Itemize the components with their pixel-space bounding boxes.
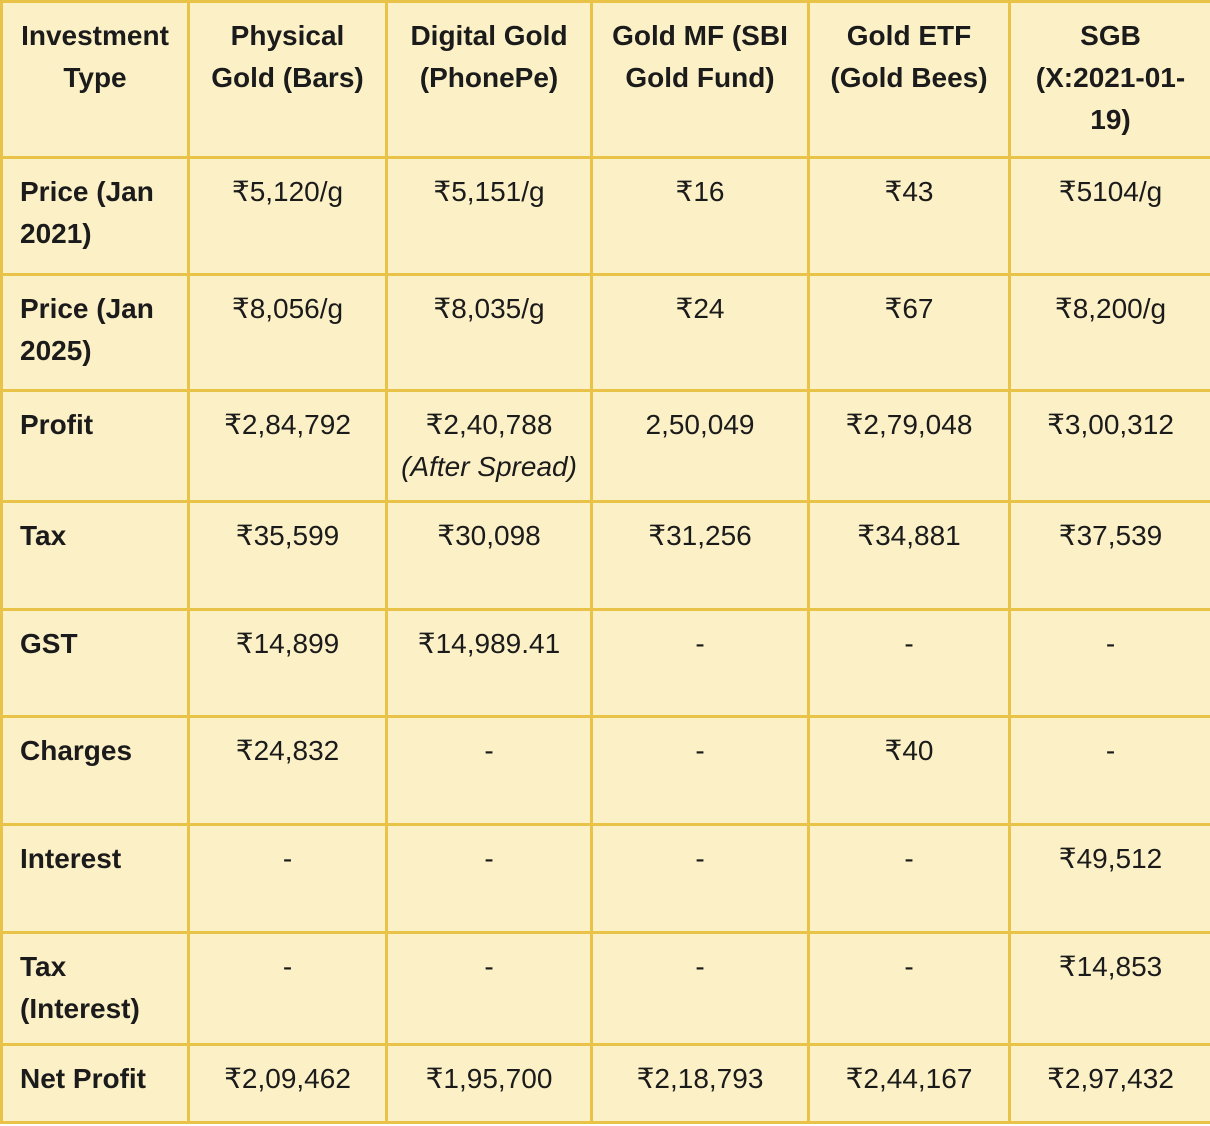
table-cell: ₹2,79,048 [807,389,1011,503]
table-cell: - [590,715,810,826]
table-row-tax-interest: Tax (Interest) - - - - ₹14,853 [0,931,1210,1046]
table-cell: ₹40 [807,715,1011,826]
table-cell: ₹49,512 [1008,823,1210,934]
table-cell: ₹8,056/g [187,273,388,392]
table-cell: - [807,608,1011,718]
table-cell: ₹2,40,788 (After Spread) [385,389,593,503]
table-cell: ₹2,97,432 [1008,1043,1210,1124]
column-header-sgb: SGB (X:2021-01-19) [1008,0,1210,159]
table-row-gst: GST ₹14,899 ₹14,989.41 - - - [0,608,1210,718]
table-row-profit: Profit ₹2,84,792 ₹2,40,788 (After Spread… [0,389,1210,503]
table-cell: ₹14,899 [187,608,388,718]
table-row-net-profit: Net Profit ₹2,09,462 ₹1,95,700 ₹2,18,793… [0,1043,1210,1124]
table-cell: ₹24 [590,273,810,392]
row-label-tax: Tax [0,500,190,611]
row-label-net-profit: Net Profit [0,1043,190,1124]
row-label-price-jan-2025: Price (Jan 2025) [0,273,190,392]
table-cell: ₹43 [807,156,1011,276]
table-cell: - [1008,715,1210,826]
table-cell: - [385,931,593,1046]
row-label-tax-interest: Tax (Interest) [0,931,190,1046]
table-cell: - [1008,608,1210,718]
table-cell: ₹8,200/g [1008,273,1210,392]
table-cell: ₹5,120/g [187,156,388,276]
table-cell: ₹16 [590,156,810,276]
table-cell: ₹34,881 [807,500,1011,611]
row-label-price-jan-2021: Price (Jan 2021) [0,156,190,276]
table-cell: 2,50,049 [590,389,810,503]
table-cell: ₹2,18,793 [590,1043,810,1124]
table-row-price-jan-2025: Price (Jan 2025) ₹8,056/g ₹8,035/g ₹24 ₹… [0,273,1210,392]
table-cell: - [590,931,810,1046]
cell-value: ₹2,40,788 [425,409,553,440]
column-header-digital-gold: Digital Gold (PhonePe) [385,0,593,159]
table-cell: ₹14,853 [1008,931,1210,1046]
table-cell: ₹30,098 [385,500,593,611]
table-cell: ₹5104/g [1008,156,1210,276]
cell-note-after-spread: (After Spread) [401,451,577,482]
table-cell: ₹31,256 [590,500,810,611]
table-cell: - [187,823,388,934]
row-label-gst: GST [0,608,190,718]
column-header-gold-etf: Gold ETF (Gold Bees) [807,0,1011,159]
table-row-charges: Charges ₹24,832 - - ₹40 - [0,715,1210,826]
table-cell: ₹5,151/g [385,156,593,276]
table-cell: - [385,715,593,826]
table-cell: ₹3,00,312 [1008,389,1210,503]
table-cell: - [590,823,810,934]
row-label-charges: Charges [0,715,190,826]
table-cell: - [590,608,810,718]
table-cell: ₹2,09,462 [187,1043,388,1124]
table-cell: ₹24,832 [187,715,388,826]
column-header-gold-mf: Gold MF (SBI Gold Fund) [590,0,810,159]
table-cell: ₹8,035/g [385,273,593,392]
table-cell: - [807,823,1011,934]
table-cell: ₹37,539 [1008,500,1210,611]
table-cell: ₹67 [807,273,1011,392]
table-cell: ₹2,84,792 [187,389,388,503]
table-cell: - [385,823,593,934]
table-row-price-jan-2021: Price (Jan 2021) ₹5,120/g ₹5,151/g ₹16 ₹… [0,156,1210,276]
table-row-tax: Tax ₹35,599 ₹30,098 ₹31,256 ₹34,881 ₹37,… [0,500,1210,611]
table-cell: ₹1,95,700 [385,1043,593,1124]
row-label-profit: Profit [0,389,190,503]
table-cell: - [187,931,388,1046]
table-cell: ₹35,599 [187,500,388,611]
row-label-interest: Interest [0,823,190,934]
table-row-interest: Interest - - - - ₹49,512 [0,823,1210,934]
column-header-investment-type: Investment Type [0,0,190,159]
table-cell: ₹14,989.41 [385,608,593,718]
column-header-physical-gold: Physical Gold (Bars) [187,0,388,159]
table-cell: - [807,931,1011,1046]
header-row: Investment Type Physical Gold (Bars) Dig… [0,0,1210,159]
table-cell: ₹2,44,167 [807,1043,1011,1124]
